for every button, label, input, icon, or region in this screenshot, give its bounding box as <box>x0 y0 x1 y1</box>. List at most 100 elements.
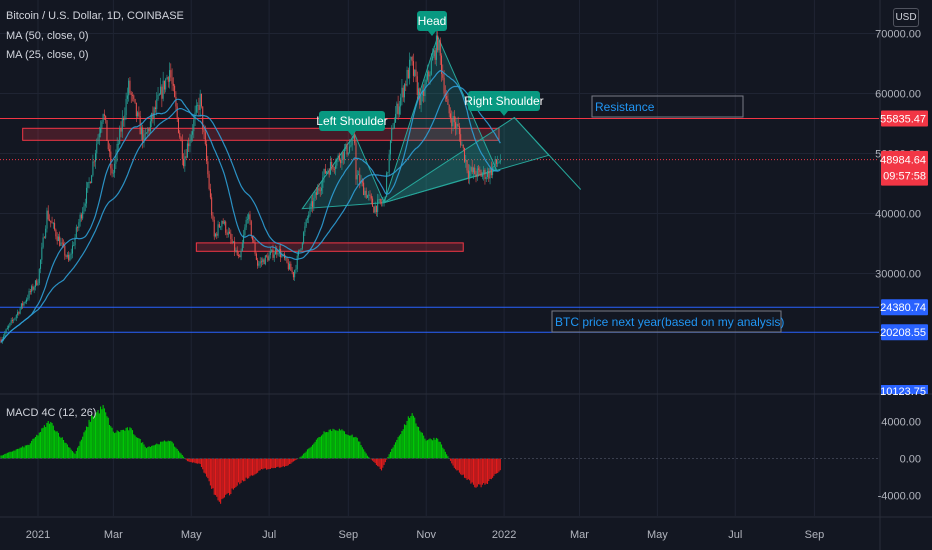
candle-body <box>80 214 82 219</box>
head-label-box <box>417 11 447 31</box>
candle-body <box>17 312 19 316</box>
candle-body <box>481 174 483 177</box>
candle-body <box>20 303 22 309</box>
candle-body <box>352 135 354 138</box>
candle-body <box>43 237 45 239</box>
macd-legend[interactable]: MACD 4C (12, 26) <box>6 407 97 419</box>
candle-body <box>22 303 24 306</box>
candle-body <box>358 174 360 176</box>
candle-body <box>213 219 215 237</box>
candle-body <box>174 85 176 97</box>
countdown-tag: 09:57:58 <box>883 171 926 183</box>
candle-body <box>55 229 57 237</box>
candle-body <box>391 128 393 141</box>
candle-body <box>183 158 185 167</box>
candle-body <box>236 250 238 256</box>
candle-body <box>197 105 199 106</box>
candle-body <box>130 93 132 95</box>
candle-body <box>498 162 500 163</box>
candle-body <box>277 253 279 255</box>
candle-body <box>364 190 366 196</box>
candle-body <box>320 187 322 191</box>
candle-body <box>241 243 243 252</box>
candle-body <box>26 299 28 302</box>
candle-body <box>92 161 94 176</box>
candle-body <box>448 104 450 114</box>
candle-body <box>59 236 61 246</box>
macd-histogram <box>0 405 879 504</box>
candle-body <box>268 254 270 261</box>
candle-body <box>303 232 305 244</box>
candle-body <box>185 156 187 158</box>
ma50-legend[interactable]: MA (50, close, 0) <box>6 30 89 42</box>
symbol-title[interactable]: Bitcoin / U.S. Dollar, 1D, COINBASE <box>6 10 184 22</box>
candle-body <box>237 255 239 256</box>
candle-body <box>144 133 146 135</box>
ma25-legend[interactable]: MA (25, close, 0) <box>6 49 89 61</box>
candle-body <box>40 259 42 269</box>
candle-body <box>497 162 499 164</box>
candle-body <box>208 174 210 189</box>
candle-body <box>289 263 291 270</box>
candle-body <box>234 241 236 252</box>
candle-body <box>115 154 117 164</box>
candle-body <box>333 168 335 170</box>
candle-body <box>338 155 340 160</box>
candle-body <box>64 245 66 256</box>
candle-body <box>48 219 50 221</box>
candle-body <box>442 73 444 78</box>
candle-body <box>120 128 122 132</box>
candle-body <box>365 190 367 198</box>
candle-body <box>243 235 245 244</box>
candle-body <box>225 221 227 233</box>
candle-body <box>86 187 88 204</box>
time-tick-label: Jul <box>262 529 276 541</box>
time-tick-label: Mar <box>104 529 123 541</box>
candle-body <box>240 251 242 258</box>
candle-body <box>392 128 394 130</box>
candle-body <box>146 132 148 134</box>
candle-body <box>308 214 310 219</box>
candle-body <box>98 133 100 138</box>
candle-body <box>216 233 218 236</box>
candle-body <box>373 206 375 213</box>
candle-body <box>282 254 284 255</box>
candle-body <box>47 210 49 220</box>
left-shoulder-label-pointer <box>348 131 356 136</box>
candle-body <box>211 197 213 216</box>
candle-body <box>405 84 407 86</box>
bottom-tag-mask <box>881 395 932 405</box>
projection-line <box>513 117 582 190</box>
candle-body <box>426 71 428 80</box>
candle-body <box>75 227 77 238</box>
candle-body <box>266 255 268 257</box>
candle-body <box>487 171 489 177</box>
candle-body <box>415 69 417 77</box>
candle-body <box>11 320 13 321</box>
time-tick-label: May <box>181 529 202 541</box>
candle-body <box>389 140 391 155</box>
candle-body <box>446 96 448 99</box>
candle-body <box>163 80 165 90</box>
currency-button[interactable]: USD <box>893 8 919 27</box>
candle-body <box>351 137 353 146</box>
candle-body <box>112 172 114 174</box>
candle-body <box>125 98 127 116</box>
candle-body <box>28 291 30 299</box>
candle-body <box>301 243 303 249</box>
candle-body <box>147 128 149 133</box>
candle-body <box>38 268 40 284</box>
candle-body <box>287 262 289 270</box>
candle-body <box>14 317 16 320</box>
candle-body <box>203 129 205 133</box>
candle-body <box>310 201 312 206</box>
candle-body <box>56 236 58 241</box>
candle-body <box>198 105 200 111</box>
time-tick-label: Jul <box>728 529 742 541</box>
candle-body <box>319 190 321 192</box>
time-tick-label: 2022 <box>492 529 516 541</box>
candle-body <box>499 159 501 163</box>
candle-body <box>217 224 219 236</box>
candle-body <box>485 176 487 180</box>
